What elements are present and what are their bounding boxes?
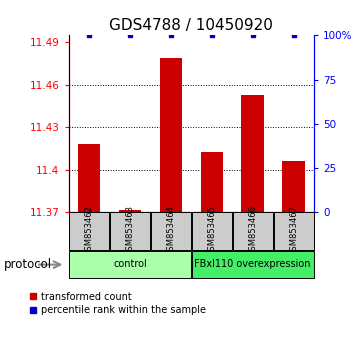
Bar: [78, 144, 100, 212]
Bar: [274, 212, 314, 250]
Text: protocol: protocol: [4, 258, 52, 271]
Bar: [192, 212, 232, 250]
Bar: [192, 251, 314, 279]
Text: GSM853462: GSM853462: [84, 206, 93, 256]
Text: GSM853463: GSM853463: [126, 205, 134, 257]
Bar: [282, 161, 305, 212]
Legend: transformed count, percentile rank within the sample: transformed count, percentile rank withi…: [30, 292, 206, 315]
Bar: [69, 251, 191, 279]
Bar: [201, 152, 223, 212]
Text: FBxl110 overexpression: FBxl110 overexpression: [195, 259, 311, 269]
Bar: [160, 58, 182, 212]
Bar: [233, 212, 273, 250]
Bar: [242, 95, 264, 212]
Text: GSM853466: GSM853466: [248, 205, 257, 257]
Bar: [69, 212, 109, 250]
Text: control: control: [113, 259, 147, 269]
Title: GDS4788 / 10450920: GDS4788 / 10450920: [109, 18, 273, 33]
Text: GSM853464: GSM853464: [166, 206, 175, 256]
Text: GSM853467: GSM853467: [289, 205, 298, 257]
Bar: [119, 210, 141, 212]
Bar: [110, 212, 150, 250]
Text: GSM853465: GSM853465: [207, 206, 216, 256]
Bar: [151, 212, 191, 250]
